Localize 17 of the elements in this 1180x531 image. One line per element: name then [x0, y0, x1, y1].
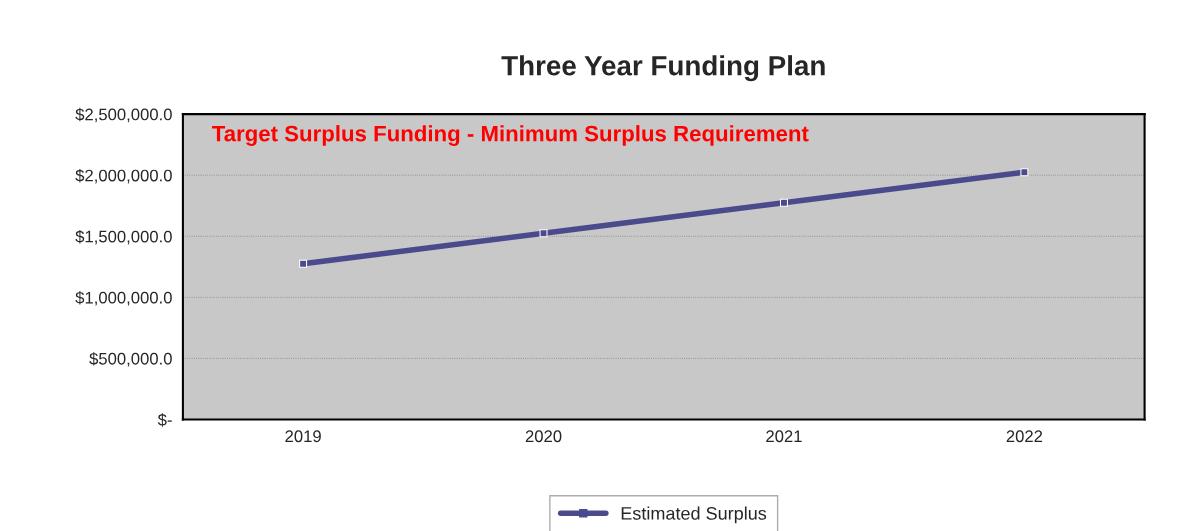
x-tick-label: 2022	[1006, 430, 1043, 443]
point	[1020, 168, 1029, 177]
point	[299, 259, 308, 268]
point	[779, 198, 788, 207]
y-tick-label: $1,000,000.0	[75, 291, 172, 306]
point	[539, 229, 548, 238]
y-tick-label: $2,000,000.0	[75, 168, 172, 184]
x-tick-label: 2020	[525, 430, 562, 443]
x-tick-label: 2019	[285, 430, 321, 443]
y-tick-label: $500,000.0	[89, 352, 172, 367]
legend-label: Estimated Surplus	[621, 506, 767, 524]
y-tick-label: $1,500,000.0	[75, 230, 172, 245]
chart-title: Three Year Funding Plan	[501, 55, 825, 82]
y-tick-label: $2,500,000.0	[75, 107, 172, 123]
x-tick-label: 2021	[766, 430, 802, 443]
annotation: Target Surplus Funding - Minimum Surplus Requirement	[212, 125, 809, 146]
y-tick-label: $-	[157, 413, 172, 427]
